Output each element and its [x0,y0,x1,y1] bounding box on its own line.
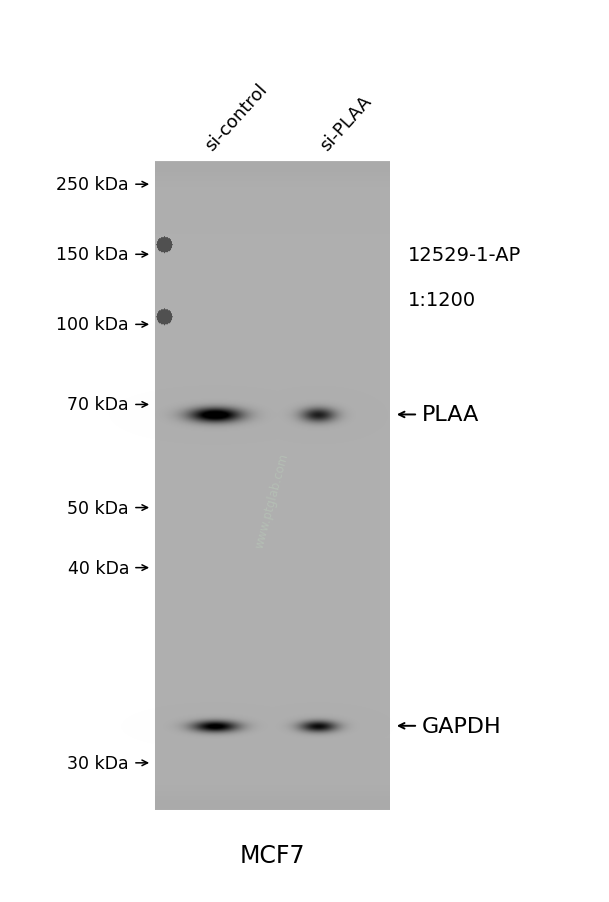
Text: 30 kDa: 30 kDa [68,754,129,772]
Text: MCF7: MCF7 [239,843,304,867]
Text: 50 kDa: 50 kDa [68,499,129,517]
Text: GAPDH: GAPDH [422,716,502,736]
Text: si-control: si-control [202,81,271,155]
Text: 12529-1-AP: 12529-1-AP [408,245,521,264]
Text: 100 kDa: 100 kDa [57,316,129,334]
Text: si-PLAA: si-PLAA [317,93,375,155]
Text: PLAA: PLAA [422,405,479,425]
Text: 1:1200: 1:1200 [408,290,476,309]
Text: 250 kDa: 250 kDa [57,176,129,194]
Text: 70 kDa: 70 kDa [68,396,129,414]
Text: www.ptglab.com: www.ptglab.com [253,451,291,549]
Text: 40 kDa: 40 kDa [68,559,129,577]
Text: 150 kDa: 150 kDa [57,246,129,264]
